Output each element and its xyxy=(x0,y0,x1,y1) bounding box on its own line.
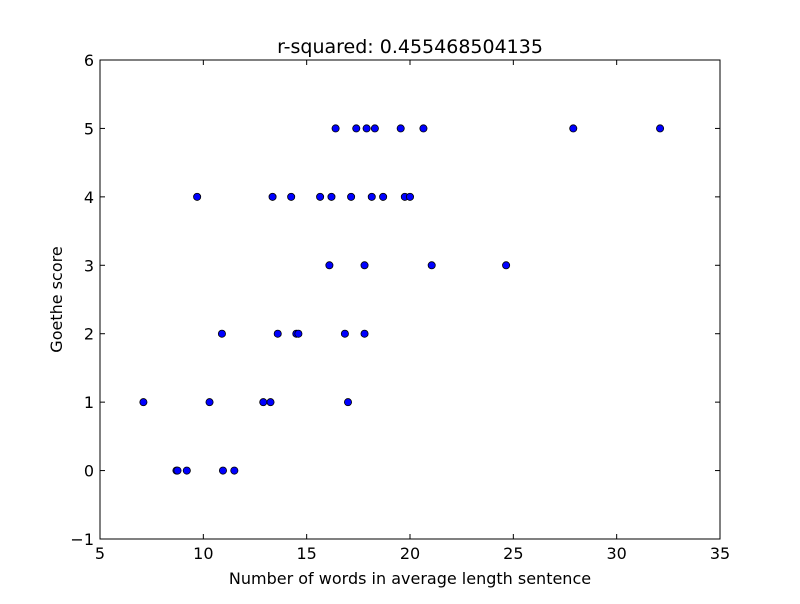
data-point xyxy=(316,192,325,201)
data-point xyxy=(273,329,282,338)
data-point xyxy=(360,329,369,338)
data-point xyxy=(340,329,349,338)
data-point xyxy=(139,398,148,407)
data-point xyxy=(182,466,191,475)
data-points xyxy=(139,124,665,475)
data-point xyxy=(379,192,388,201)
data-point xyxy=(352,124,361,133)
data-point xyxy=(327,192,336,201)
data-point xyxy=(367,192,376,201)
data-point xyxy=(427,261,436,270)
data-point xyxy=(259,398,268,407)
data-point xyxy=(396,124,405,133)
chart-title: r-squared: 0.455468504135 xyxy=(277,36,543,58)
y-tick-label: 6 xyxy=(84,51,94,70)
data-point xyxy=(343,398,352,407)
data-point xyxy=(173,466,182,475)
y-tick-label: 4 xyxy=(84,188,94,207)
data-point xyxy=(217,329,226,338)
data-point xyxy=(268,192,277,201)
y-tick-label: 3 xyxy=(84,256,94,275)
data-point xyxy=(502,261,511,270)
data-point xyxy=(287,192,296,201)
data-point xyxy=(362,124,371,133)
x-axis-label: Number of words in average length senten… xyxy=(229,569,591,588)
data-point xyxy=(360,261,369,270)
y-tick-label: 5 xyxy=(84,119,94,138)
x-tick-label: 20 xyxy=(400,544,420,563)
x-tick-label: 25 xyxy=(503,544,523,563)
data-point xyxy=(347,192,356,201)
data-point xyxy=(405,192,414,201)
y-tick-label: 2 xyxy=(84,325,94,344)
data-point xyxy=(266,398,275,407)
data-point xyxy=(370,124,379,133)
data-point xyxy=(205,398,214,407)
x-tick-label: 10 xyxy=(193,544,213,563)
data-point xyxy=(230,466,239,475)
data-point xyxy=(569,124,578,133)
data-point xyxy=(294,329,303,338)
y-tick-label: 1 xyxy=(84,393,94,412)
data-point xyxy=(325,261,334,270)
x-tick-label: 5 xyxy=(95,544,105,563)
plot-frame xyxy=(99,59,721,540)
y-axis: −1 0 1 2 3 4 5 6 xyxy=(70,51,720,549)
data-point xyxy=(656,124,665,133)
x-tick-label: 35 xyxy=(710,544,730,563)
x-axis: 5 10 15 20 25 30 35 xyxy=(95,60,730,563)
x-tick-label: 15 xyxy=(296,544,316,563)
y-tick-label: −1 xyxy=(70,530,94,549)
y-tick-label: 0 xyxy=(84,462,94,481)
y-axis-label: Goethe score xyxy=(47,246,66,352)
data-point xyxy=(193,192,202,201)
data-point xyxy=(419,124,428,133)
data-point xyxy=(218,466,227,475)
x-tick-label: 30 xyxy=(606,544,626,563)
data-point xyxy=(331,124,340,133)
